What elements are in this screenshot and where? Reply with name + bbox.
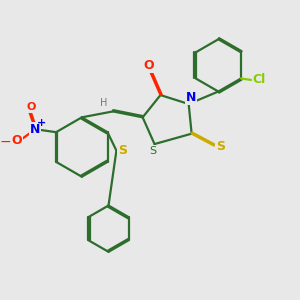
Text: O: O (143, 59, 154, 73)
Text: Cl: Cl (253, 74, 266, 86)
Text: S: S (118, 143, 127, 157)
Text: N: N (186, 91, 196, 104)
Text: H: H (100, 98, 107, 108)
Text: O: O (26, 102, 35, 112)
Text: −: − (0, 135, 11, 149)
Text: O: O (11, 134, 22, 147)
Text: N: N (30, 123, 40, 136)
Text: S: S (216, 140, 225, 153)
Text: +: + (37, 118, 46, 128)
Text: S: S (149, 146, 157, 156)
